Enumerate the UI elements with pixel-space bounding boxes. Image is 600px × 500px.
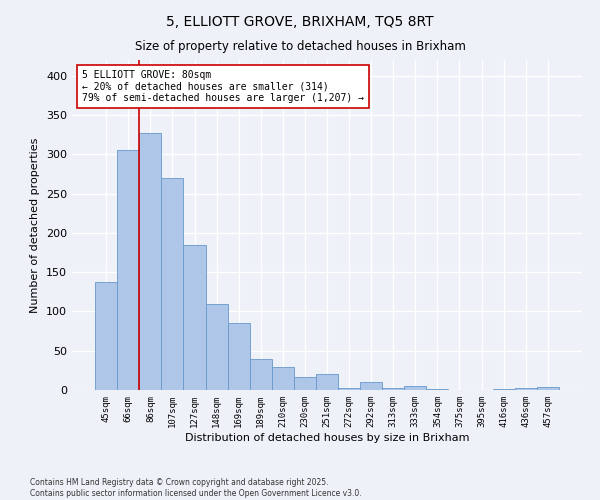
Text: Contains HM Land Registry data © Crown copyright and database right 2025.
Contai: Contains HM Land Registry data © Crown c… xyxy=(30,478,362,498)
Text: 5, ELLIOTT GROVE, BRIXHAM, TQ5 8RT: 5, ELLIOTT GROVE, BRIXHAM, TQ5 8RT xyxy=(166,15,434,29)
Bar xyxy=(184,244,206,390)
Bar xyxy=(227,323,250,390)
Bar xyxy=(206,304,227,390)
X-axis label: Distribution of detached houses by size in Brixham: Distribution of detached houses by size … xyxy=(185,432,469,442)
Bar xyxy=(272,367,294,390)
Bar xyxy=(404,386,427,390)
Bar xyxy=(139,133,161,390)
Bar xyxy=(427,389,448,390)
Bar xyxy=(316,374,338,390)
Text: 5 ELLIOTT GROVE: 80sqm
← 20% of detached houses are smaller (314)
79% of semi-de: 5 ELLIOTT GROVE: 80sqm ← 20% of detached… xyxy=(82,70,364,103)
Text: Size of property relative to detached houses in Brixham: Size of property relative to detached ho… xyxy=(134,40,466,53)
Bar xyxy=(95,282,117,390)
Bar xyxy=(161,178,184,390)
Bar xyxy=(338,388,360,390)
Bar xyxy=(382,388,404,390)
Y-axis label: Number of detached properties: Number of detached properties xyxy=(31,138,40,312)
Bar xyxy=(117,150,139,390)
Bar xyxy=(250,360,272,390)
Bar xyxy=(515,388,537,390)
Bar xyxy=(294,378,316,390)
Bar xyxy=(493,389,515,390)
Bar xyxy=(537,387,559,390)
Bar xyxy=(360,382,382,390)
